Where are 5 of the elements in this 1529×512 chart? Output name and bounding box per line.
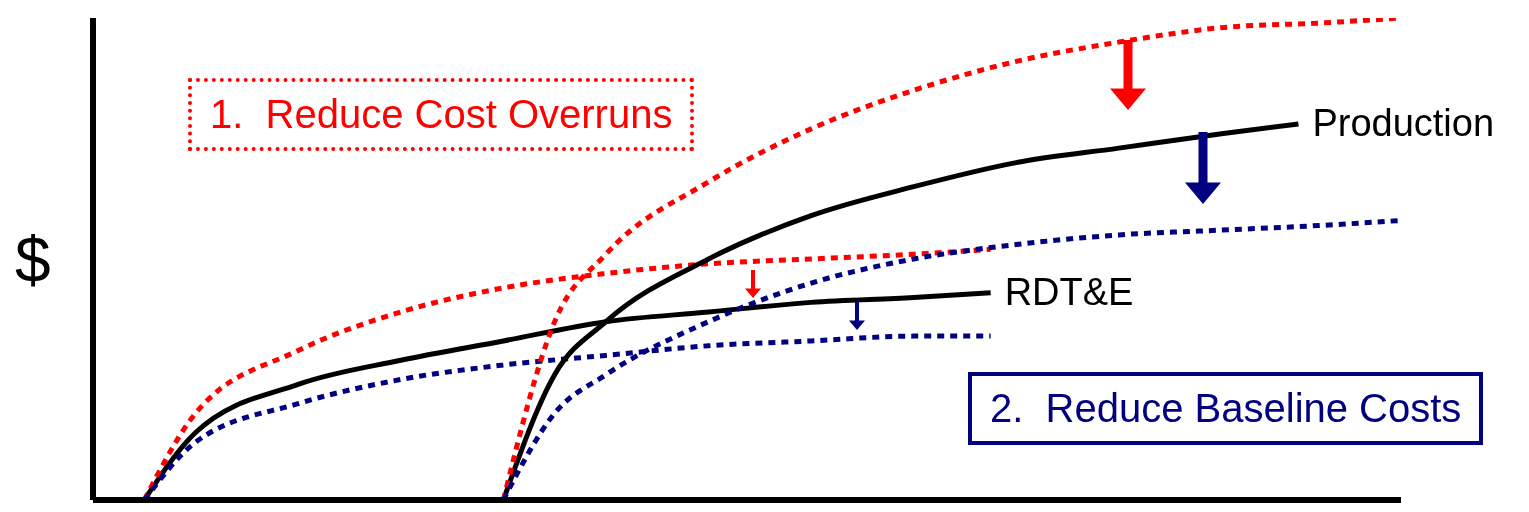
annotation: 1. Reduce Cost Overruns: [188, 78, 695, 151]
annotation: 2. Reduce Baseline Costs: [968, 372, 1484, 445]
y-axis-title: $: [15, 223, 51, 296]
series-label: Production: [1312, 102, 1495, 145]
series-label: RDT&E: [1004, 270, 1134, 313]
